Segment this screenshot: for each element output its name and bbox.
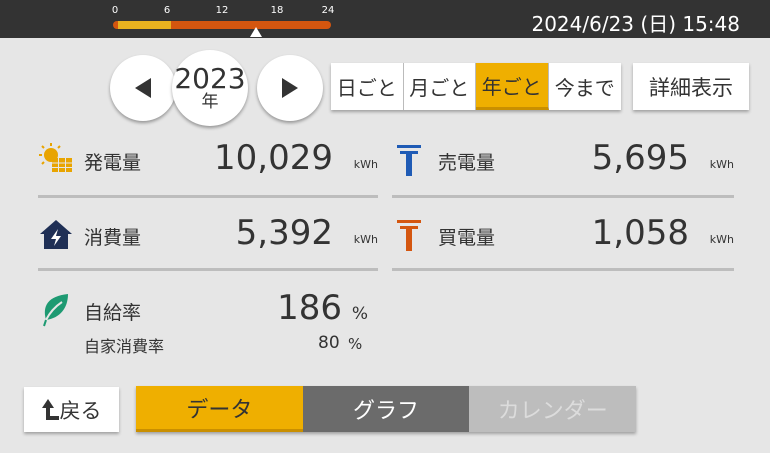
sold-value: 5,695 — [591, 138, 689, 178]
next-year-button[interactable] — [257, 55, 323, 121]
tab-daily[interactable]: 日ごと — [331, 63, 404, 110]
timeline-bar — [113, 21, 331, 29]
bought-value: 1,058 — [591, 213, 689, 253]
timeline-tick: 6 — [163, 5, 171, 16]
self-sufficiency-unit: % — [351, 304, 368, 324]
prev-year-button[interactable] — [110, 55, 176, 121]
period-selector: 日ごと 月ごと 年ごと 今まで — [331, 63, 621, 110]
utility-pole-blue-icon — [397, 145, 421, 176]
timeline-tick: 12 — [215, 5, 229, 16]
consumption-value: 5,392 — [235, 213, 333, 253]
house-lightning-icon — [40, 220, 72, 249]
generation-row: 発電量 10,029 kWh — [38, 138, 378, 180]
tab-yearly[interactable]: 年ごと — [476, 63, 549, 110]
return-arrow-icon — [41, 398, 59, 420]
self-sufficiency-row: 自給率 186 % — [38, 288, 378, 330]
year-display: 2023 年 — [172, 50, 248, 126]
self-consumption-unit: % — [348, 335, 363, 353]
self-consumption-value: 80 — [318, 333, 340, 353]
back-button[interactable]: 戻る — [24, 387, 119, 432]
bought-row: 買電量 1,058 kWh — [392, 213, 734, 255]
self-sufficiency-label: 自給率 — [84, 302, 142, 324]
sold-label: 売電量 — [438, 152, 496, 174]
tab-graph[interactable]: グラフ — [302, 386, 470, 432]
triangle-right-icon — [282, 78, 298, 98]
tab-data[interactable]: データ — [136, 386, 303, 432]
timeline-tick: 24 — [321, 5, 335, 16]
detail-button[interactable]: 詳細表示 — [633, 63, 749, 110]
generation-unit: kWh — [353, 158, 378, 171]
divider — [38, 268, 378, 271]
consumption-label: 消費量 — [84, 227, 142, 249]
divider — [392, 195, 734, 198]
timeline-highlight — [118, 21, 171, 29]
timeline-tick: 18 — [270, 5, 284, 16]
leaf-icon — [43, 294, 68, 327]
self-consumption-label: 自家消費率 — [84, 337, 165, 356]
datetime: 2024/6/23 (日) 15:48 — [531, 12, 740, 36]
view-tabs: データ グラフ カレンダー — [136, 386, 637, 432]
consumption-row: 消費量 5,392 kWh — [38, 213, 378, 255]
triangle-left-icon — [135, 78, 151, 98]
divider — [38, 195, 378, 198]
divider — [392, 268, 734, 271]
bought-label: 買電量 — [438, 227, 496, 249]
back-label: 戻る — [59, 398, 102, 423]
generation-value: 10,029 — [214, 138, 333, 178]
tab-total[interactable]: 今まで — [548, 63, 621, 110]
consumption-unit: kWh — [353, 233, 378, 246]
timeline-tick: 0 — [111, 5, 119, 16]
self-sufficiency-value: 186 — [277, 288, 342, 328]
utility-pole-orange-icon — [397, 220, 421, 251]
year-value: 2023 — [174, 62, 246, 95]
top-bar: 0 6 12 18 24 2024/6/23 (日) 15:48 — [0, 0, 770, 38]
tab-monthly[interactable]: 月ごと — [403, 63, 476, 110]
solar-panel-icon — [39, 143, 72, 172]
bought-unit: kWh — [709, 233, 734, 246]
sold-unit: kWh — [709, 158, 734, 171]
timeline-current-marker — [250, 27, 263, 37]
sold-row: 売電量 5,695 kWh — [392, 138, 734, 180]
generation-label: 発電量 — [84, 152, 142, 174]
year-unit: 年 — [201, 92, 219, 112]
tab-calendar: カレンダー — [469, 386, 637, 432]
